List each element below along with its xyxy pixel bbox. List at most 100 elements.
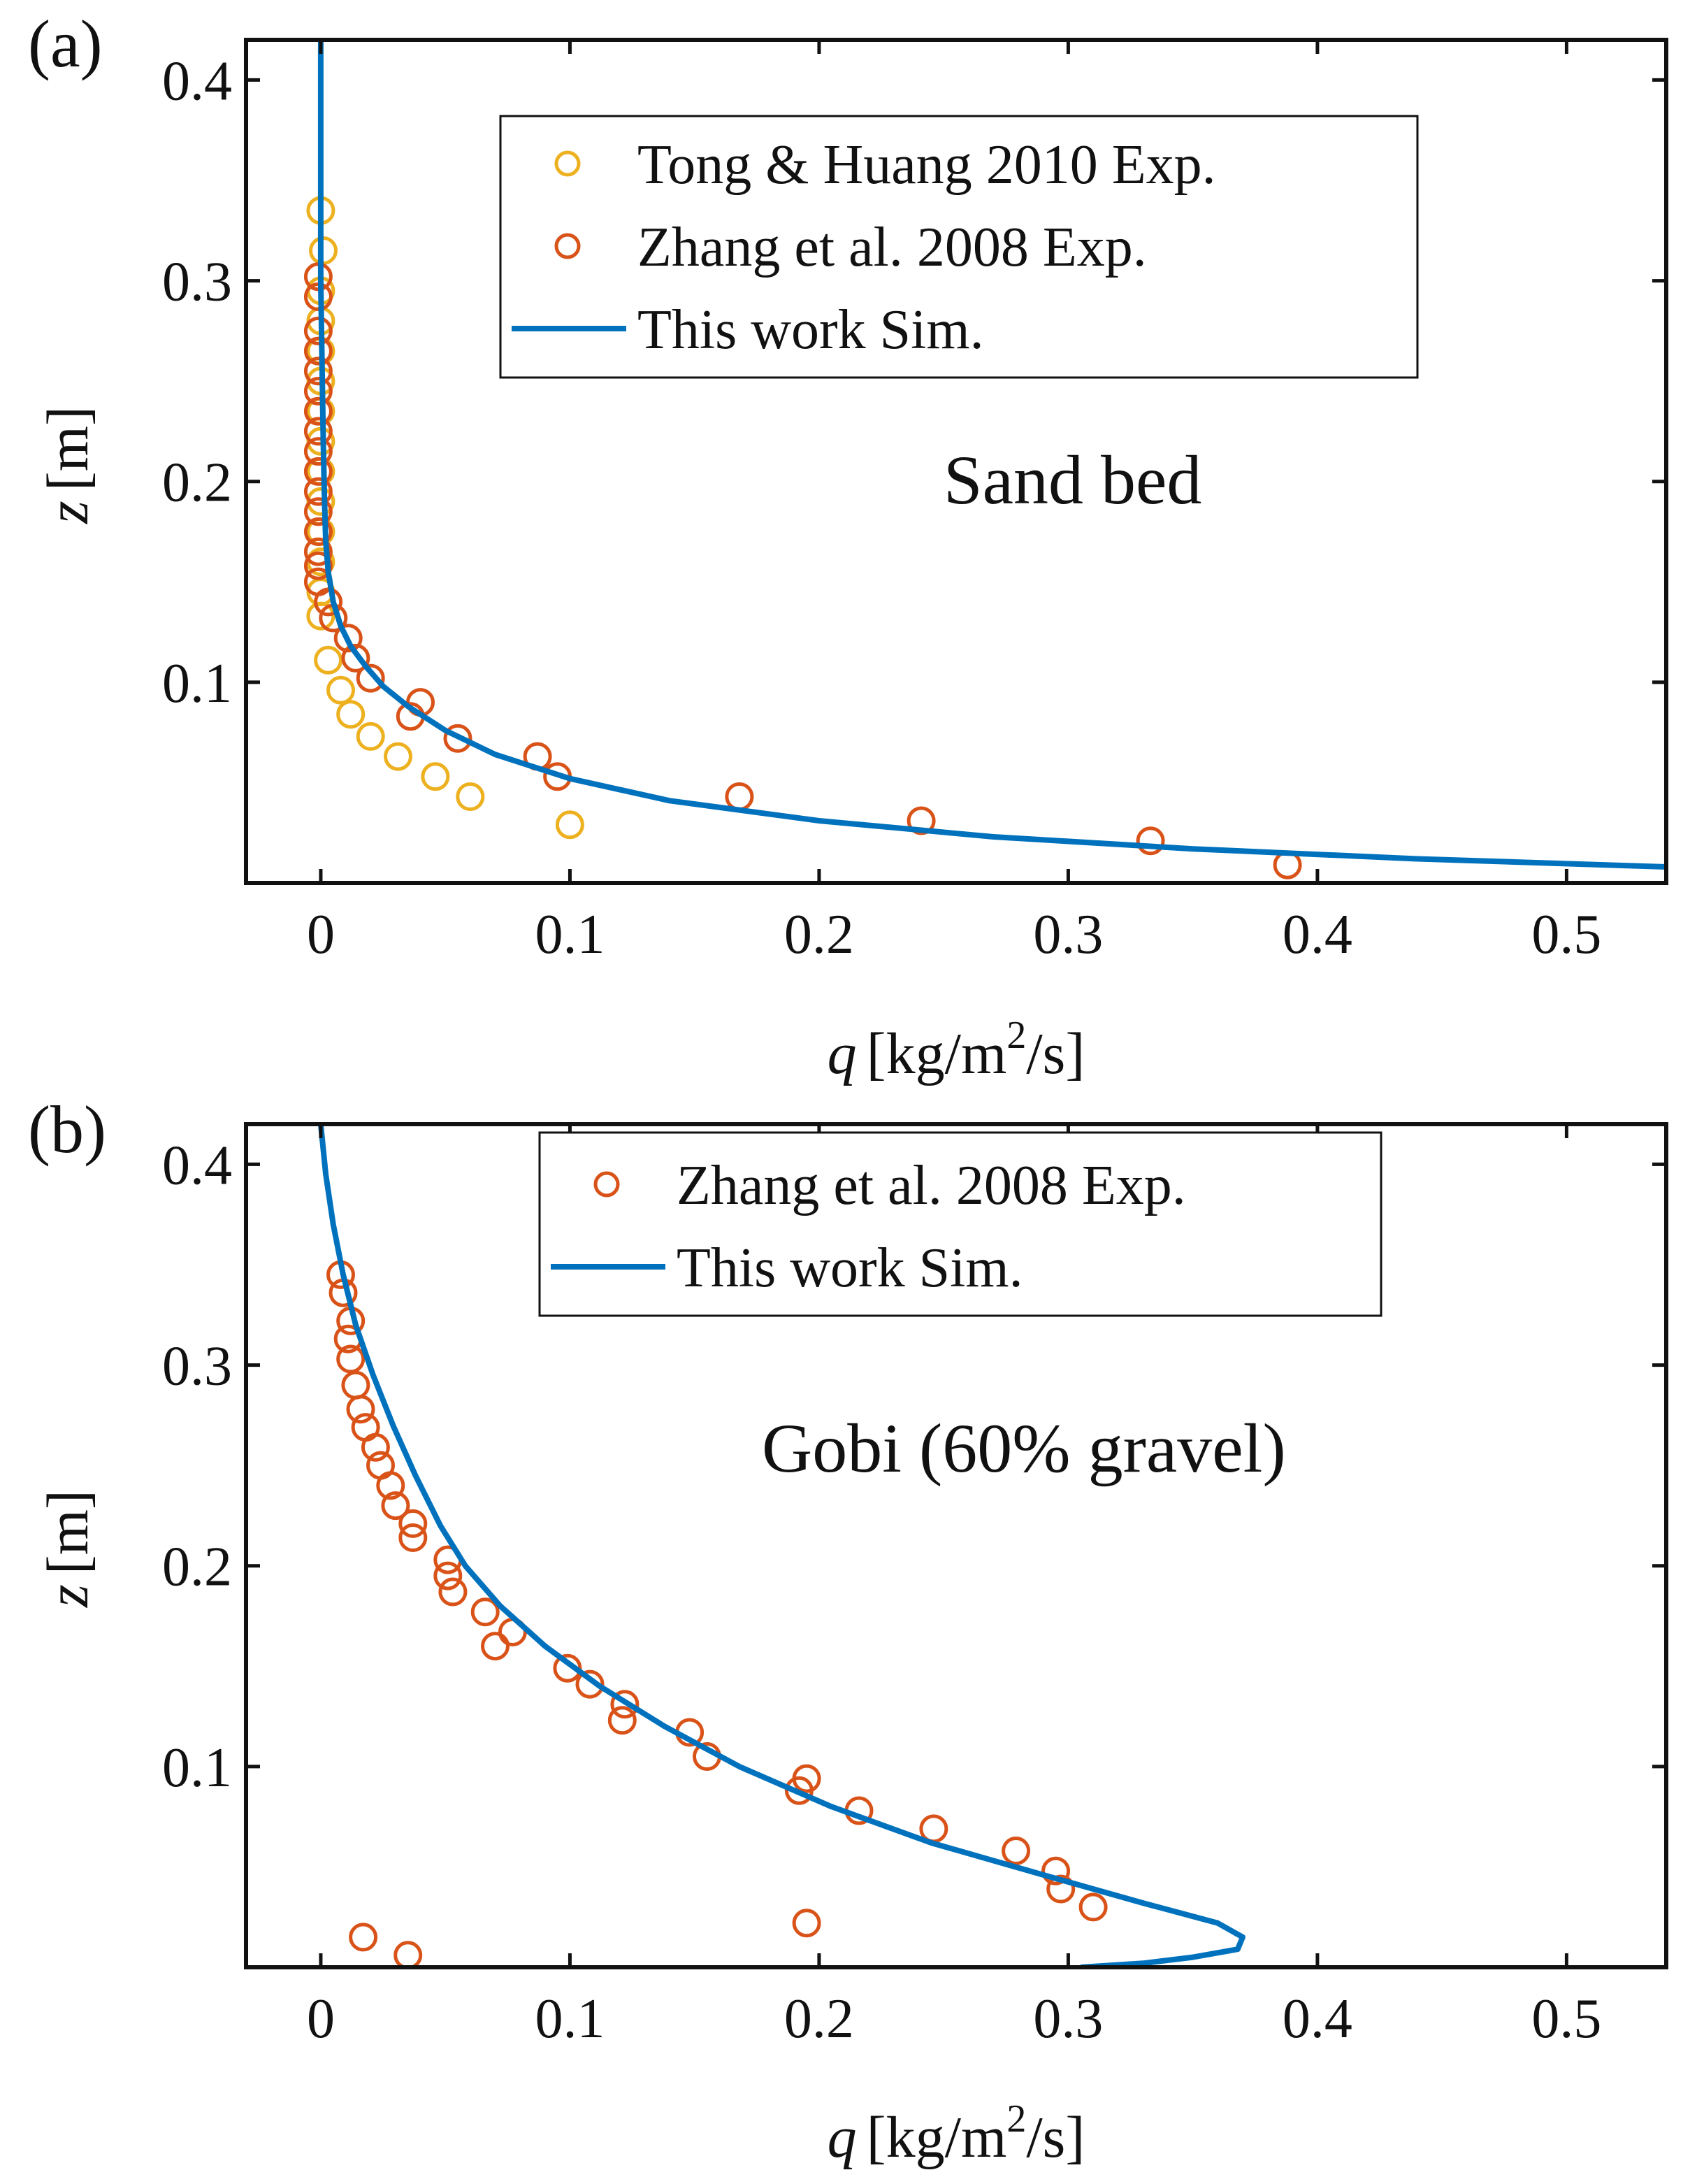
x-tick-label: 0.4 bbox=[1283, 904, 1352, 965]
data-point-s0-6 bbox=[346, 1395, 375, 1424]
data-point-s1-8 bbox=[303, 437, 333, 466]
x-tick-label: 0.2 bbox=[784, 1988, 854, 2050]
data-point-s1-2 bbox=[303, 316, 333, 345]
panel-a: (a) 0 0.1 0.2 0.3 0.4 0.5 0.1 0.2 0.3 0.4 Sand be… bbox=[28, 6, 1668, 1086]
y-tick-label: 0.4 bbox=[162, 1135, 232, 1196]
data-point-s1-13 bbox=[303, 537, 333, 566]
data-point-s0-8 bbox=[361, 1432, 390, 1462]
axes-frame bbox=[244, 38, 1668, 885]
data-point-s0-22 bbox=[610, 1690, 640, 1719]
y-tick-label: 0.2 bbox=[162, 1537, 232, 1598]
plot-area bbox=[303, 40, 1666, 879]
data-point-s0-27 bbox=[784, 1776, 814, 1805]
data-point-s0-19 bbox=[421, 762, 450, 791]
data-point-s1-16 bbox=[314, 587, 343, 617]
series-line-sim bbox=[317, 1124, 1245, 1967]
data-point-s1-19 bbox=[341, 643, 370, 673]
plot-area bbox=[317, 1124, 1245, 1967]
data-point-s1-18 bbox=[333, 624, 363, 653]
x-tick-label: 0 bbox=[307, 904, 335, 965]
data-point-s0-33 bbox=[1078, 1892, 1108, 1922]
data-point-s0-14 bbox=[314, 645, 343, 675]
y-axis-label: z [m] bbox=[36, 1490, 101, 1608]
data-point-s1-12 bbox=[303, 517, 333, 546]
data-point-s0-32 bbox=[1046, 1874, 1076, 1904]
data-layer bbox=[303, 40, 1666, 879]
data-point-s1-4 bbox=[303, 357, 333, 386]
legend-box bbox=[499, 115, 1419, 379]
axes-frame bbox=[244, 1122, 1668, 1969]
x-axis-tail: /s] bbox=[1026, 1021, 1085, 1086]
annotation: Sand bed bbox=[944, 441, 1201, 519]
data-point-s1-14 bbox=[303, 551, 333, 580]
data-point-s0-13 bbox=[306, 601, 335, 631]
x-axis-var: q bbox=[828, 1021, 857, 1086]
data-point-s0-21 bbox=[575, 1669, 605, 1699]
panel-label: (b) bbox=[28, 1092, 106, 1167]
annotation: Gobi (60% gravel) bbox=[762, 1409, 1286, 1487]
y-tick-label: 0.3 bbox=[162, 1336, 232, 1398]
data-point-s0-17 bbox=[470, 1597, 500, 1627]
x-tick-label: 0.2 bbox=[784, 904, 854, 965]
data-point-s1-11 bbox=[303, 497, 333, 526]
legend-label-zhang: Zhang et al. 2008 Exp. bbox=[677, 1155, 1186, 1216]
y-tick-label: 0.4 bbox=[162, 50, 232, 112]
x-tick-label: 0.5 bbox=[1531, 904, 1601, 965]
x-tick-label: 0.3 bbox=[1033, 904, 1103, 965]
data-point-s0-30 bbox=[1002, 1837, 1031, 1865]
data-point-s1-7 bbox=[303, 417, 333, 446]
data-point-s1-6 bbox=[303, 396, 333, 426]
data-point-s0-4 bbox=[336, 1344, 366, 1374]
data-point-s1-10 bbox=[303, 477, 333, 506]
x-axis-unit: [kg/m bbox=[867, 1021, 1007, 1086]
legend-marker-zhang bbox=[593, 1171, 620, 1198]
data-point-s0-34 bbox=[792, 1909, 821, 1938]
x-axis-label: q [kg/m2/s] bbox=[828, 2097, 1085, 2170]
legend: Zhang et al. 2008 Exp. This work Sim. bbox=[538, 1131, 1382, 1317]
y-axis-label: z [m] bbox=[36, 406, 101, 524]
series-line-sim bbox=[317, 40, 1666, 870]
data-point-s1-23 bbox=[443, 724, 472, 753]
data-point-s0-17 bbox=[356, 721, 385, 751]
y-tick-label: 0.1 bbox=[162, 653, 232, 714]
data-point-s0-12 bbox=[398, 1509, 428, 1538]
panel-b: (b) 0 0.1 0.2 0.3 0.4 0.5 0.1 0.2 0.3 0.4 Gobi (6… bbox=[28, 1092, 1668, 2170]
data-point-s0-19 bbox=[481, 1632, 510, 1661]
data-point-s0-20 bbox=[456, 782, 485, 811]
data-point-s1-9 bbox=[303, 457, 333, 486]
legend-label-sim: This work Sim. bbox=[677, 1237, 1023, 1299]
data-point-s0-23 bbox=[607, 1706, 637, 1735]
data-point-s0-13 bbox=[398, 1523, 428, 1552]
y-tick-label: 0.1 bbox=[162, 1737, 232, 1799]
x-axis-sup: 2 bbox=[1006, 2097, 1026, 2141]
legend: Tong & Huang 2010 Exp. Zhang et al. 2008… bbox=[499, 115, 1419, 379]
y-axis-var: z bbox=[36, 501, 101, 524]
data-point-s0-15 bbox=[433, 1561, 463, 1590]
y-tick-label: 0.2 bbox=[162, 452, 232, 514]
data-point-s0-21 bbox=[555, 810, 584, 840]
legend-marker-zhang bbox=[554, 233, 581, 259]
y-axis-unit: [m] bbox=[36, 1490, 101, 1574]
data-point-s1-3 bbox=[303, 336, 333, 366]
data-point-s0-16 bbox=[438, 1577, 468, 1607]
x-axis-var: q bbox=[828, 2105, 857, 2170]
data-point-s0-31 bbox=[1041, 1856, 1071, 1885]
data-point-s0-10 bbox=[376, 1471, 405, 1500]
legend-box bbox=[538, 1131, 1382, 1317]
legend-label-sim: This work Sim. bbox=[637, 299, 984, 361]
y-axis-var: z bbox=[36, 1584, 101, 1608]
x-tick-label: 0.5 bbox=[1531, 1988, 1601, 2050]
data-point-s0-11 bbox=[381, 1491, 410, 1521]
data-point-s0-36 bbox=[393, 1941, 423, 1967]
legend-label-zhang: Zhang et al. 2008 Exp. bbox=[637, 217, 1147, 278]
axis-ticks: 0 0.1 0.2 0.3 0.4 0.5 0.1 0.2 0.3 0.4 bbox=[162, 40, 1666, 965]
x-tick-label: 0.1 bbox=[535, 904, 605, 965]
data-point-s0-16 bbox=[336, 700, 366, 729]
data-point-s1-27 bbox=[907, 806, 936, 835]
legend-marker-tong-huang bbox=[554, 150, 581, 177]
x-tick-label: 0 bbox=[307, 1988, 335, 2050]
x-axis-unit: [kg/m bbox=[867, 2105, 1007, 2170]
data-point-s0-20 bbox=[553, 1653, 582, 1683]
data-layer bbox=[317, 1124, 1245, 1967]
